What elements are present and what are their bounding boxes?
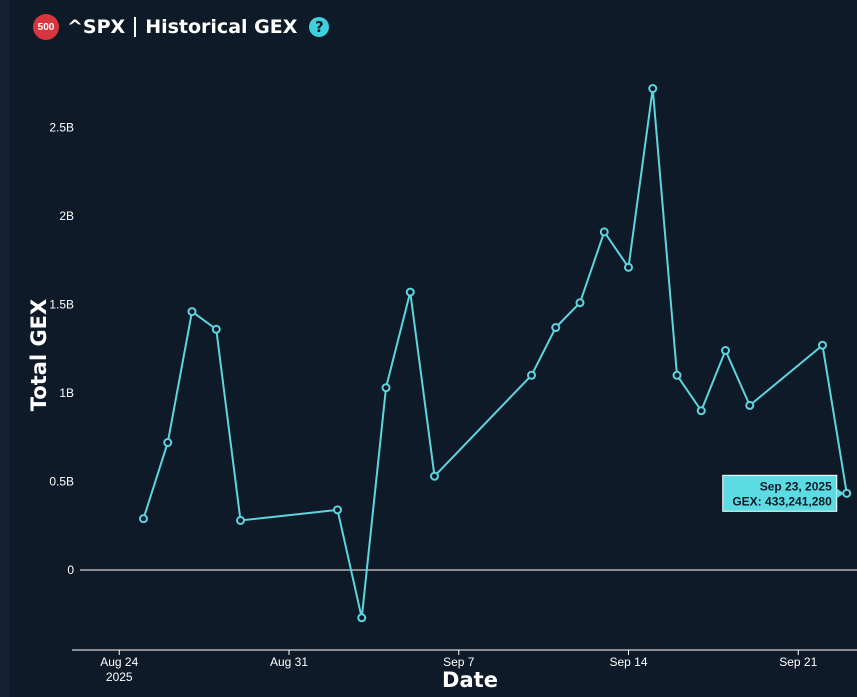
tooltip-date: Sep 23, 2025 [760,479,832,493]
x-tick-label: Aug 31 [270,655,308,669]
data-point[interactable] [211,324,221,334]
series-line [142,87,848,619]
data-point[interactable] [236,515,245,525]
x-axis-title: Date [442,668,498,692]
data-point[interactable] [599,227,609,237]
x-tick-year-label: 2025 [106,670,133,684]
data-point[interactable] [187,307,197,317]
y-tick-label: 0.5B [49,475,74,489]
data-point[interactable] [430,471,439,481]
data-point[interactable] [357,613,367,623]
y-tick-label: 2.5B [49,121,74,135]
x-tick-label: Sep 21 [779,655,817,669]
chart-header: 500 ^SPX Historical GEX ? [33,12,330,42]
data-point[interactable] [672,370,682,380]
x-tick-label: Aug 24 [100,655,138,669]
x-tick-label: Sep 14 [609,655,647,669]
data-point[interactable] [721,346,730,356]
data-point[interactable] [551,323,561,333]
data-point[interactable] [381,383,391,393]
data-point[interactable] [333,505,342,515]
data-point[interactable] [818,340,827,350]
title-separator [134,17,137,37]
data-point[interactable] [696,406,706,416]
data-point[interactable] [624,262,633,272]
y-tick-label: 0 [67,563,74,577]
series-layer [139,84,852,623]
data-point[interactable] [139,514,148,524]
y-tick-label: 2B [59,209,74,223]
y-tick-label: 1B [59,386,74,400]
chart-title: Historical GEX [145,16,298,38]
data-point[interactable] [842,488,852,498]
data-point[interactable] [405,287,415,297]
tooltip-value: GEX: 433,241,280 [732,494,832,508]
y-tick-label: 1.5B [49,298,74,312]
data-point[interactable] [527,370,536,380]
data-point[interactable] [648,84,658,94]
ticker-symbol: ^SPX [67,16,126,38]
data-point[interactable] [575,298,585,308]
x-tick-label: Sep 7 [443,655,475,669]
sp500-badge-icon: 500 [33,14,59,40]
tooltip-box [722,474,838,512]
tooltip-pointer [836,488,844,499]
left-edge-strip [0,0,9,697]
data-point[interactable] [163,438,173,448]
data-point[interactable] [745,400,755,410]
help-icon[interactable]: ? [309,17,330,37]
y-axis-title: Total GEX [27,299,51,411]
